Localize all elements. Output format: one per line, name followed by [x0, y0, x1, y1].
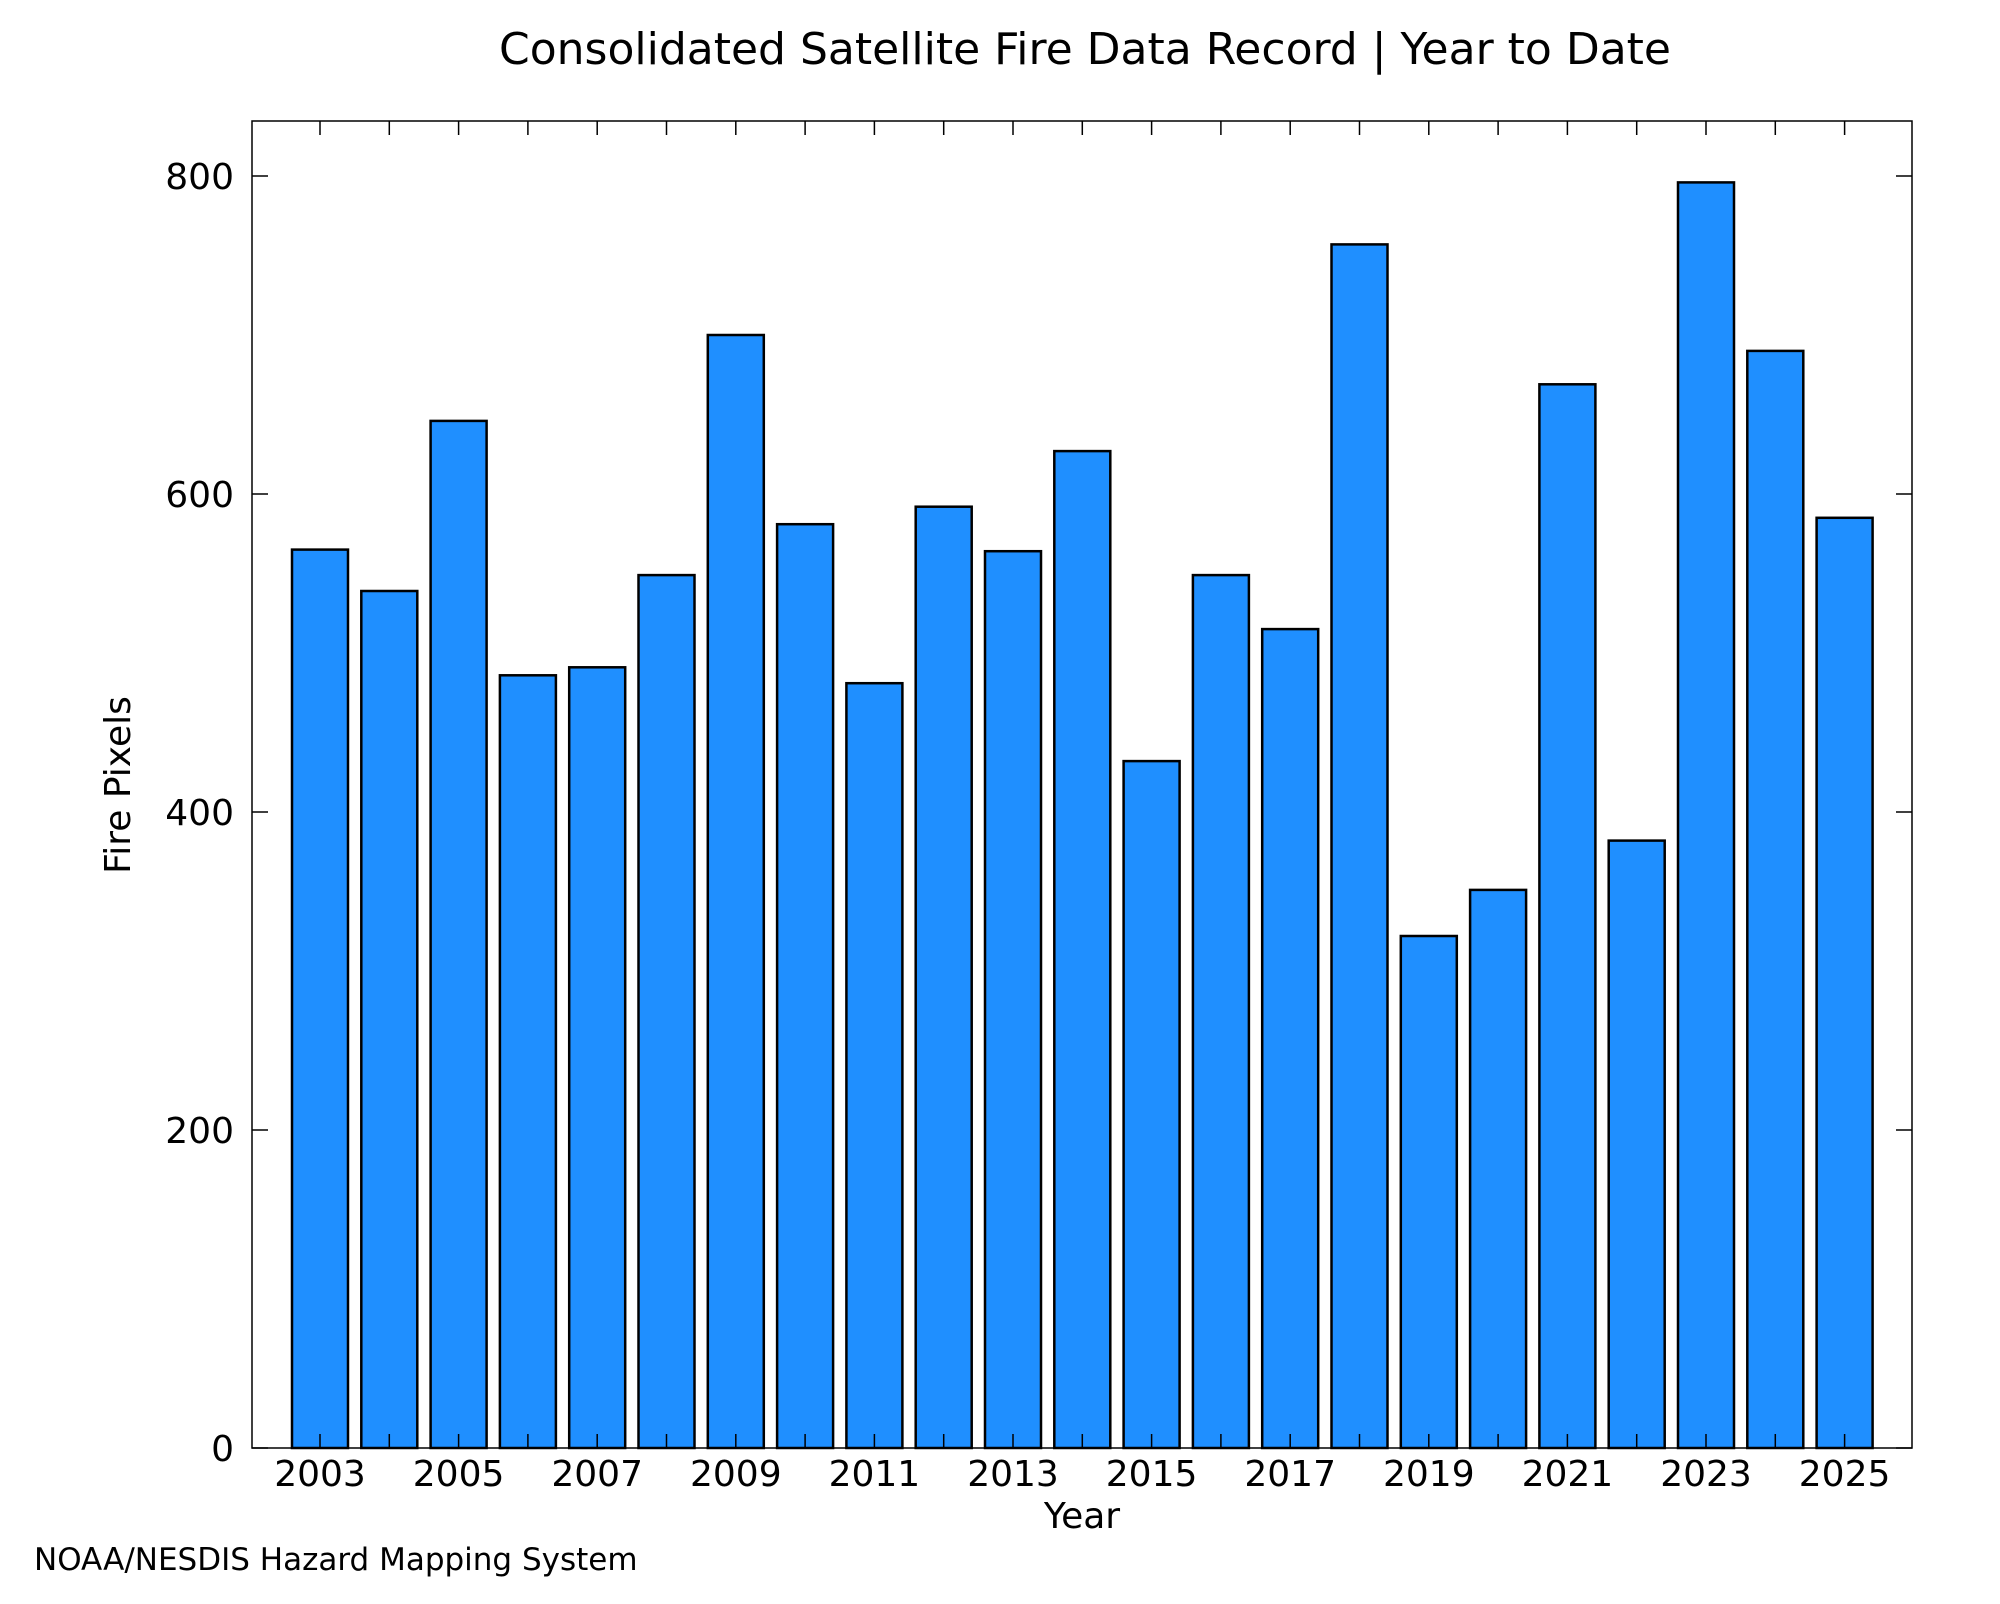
- chart-title: Consolidated Satellite Fire Data Record …: [499, 24, 1671, 75]
- bar-2011: [845, 681, 904, 1450]
- y-tick-label: 800: [165, 157, 234, 198]
- bar-2010: [775, 522, 835, 1450]
- y-tick-label: 0: [211, 1429, 234, 1470]
- bar-2020: [1468, 888, 1528, 1450]
- credit-text: NOAA/NESDIS Hazard Mapping System: [34, 1542, 638, 1578]
- bar-2023: [1676, 181, 1736, 1450]
- x-tick-label: 2003: [274, 1454, 366, 1495]
- bar-2009: [706, 333, 766, 1450]
- bar-2016: [1191, 573, 1251, 1450]
- bar-2018: [1330, 243, 1389, 1450]
- y-tick-label: 400: [165, 793, 234, 834]
- x-tick-label: 2023: [1660, 1454, 1752, 1495]
- bar-2013: [983, 549, 1043, 1450]
- bar-2012: [914, 505, 973, 1450]
- bar-2014: [1053, 449, 1112, 1450]
- x-tick-label: 2019: [1383, 1454, 1475, 1495]
- x-tick-label: 2005: [413, 1454, 505, 1495]
- bar-2003: [290, 548, 350, 1450]
- bar-2019: [1399, 934, 1459, 1450]
- x-tick-label: 2009: [690, 1454, 782, 1495]
- x-tick-label: 2021: [1522, 1454, 1614, 1495]
- bar-2022: [1607, 839, 1666, 1450]
- bar-2005: [429, 419, 488, 1450]
- x-tick-label: 2007: [551, 1454, 643, 1495]
- x-tick-label: 2011: [829, 1454, 921, 1495]
- y-tick-label: 200: [165, 1111, 234, 1152]
- y-tick-label: 600: [165, 475, 234, 516]
- bar-2007: [567, 666, 627, 1450]
- x-tick-label: 2025: [1799, 1454, 1891, 1495]
- bar-2025: [1815, 516, 1874, 1450]
- x-tick-label: 2017: [1244, 1454, 1336, 1495]
- bar-2015: [1122, 759, 1181, 1450]
- bar-2008: [637, 573, 696, 1450]
- bar-2017: [1260, 627, 1320, 1450]
- bar-2021: [1538, 383, 1597, 1450]
- y-axis-title: Fire Pixels: [98, 696, 139, 874]
- x-tick-label: 2013: [967, 1454, 1059, 1495]
- y-axis: 0 200 400 600 800: [165, 157, 1912, 1470]
- bar-2024: [1746, 349, 1805, 1450]
- bars-layer: [290, 181, 1874, 1450]
- x-axis-title: Year: [1043, 1496, 1120, 1537]
- x-axis: 2003 2005 2007 2009 2011 2013 2015 2017 2019 2021…: [274, 121, 1890, 1495]
- x-tick-label: 2015: [1106, 1454, 1198, 1495]
- bar-2004: [360, 589, 419, 1450]
- bar-2006: [498, 674, 558, 1450]
